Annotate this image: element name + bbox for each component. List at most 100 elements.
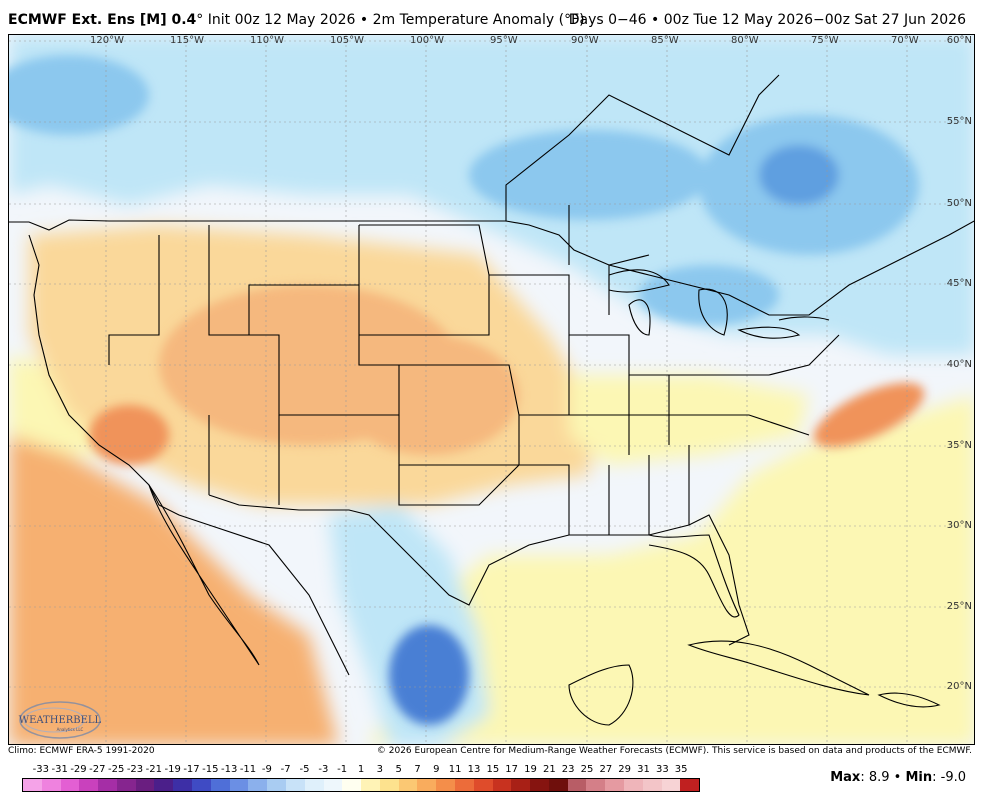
scale-swatch [41, 779, 61, 791]
min-value: : -9.0 [932, 770, 966, 785]
lon-label: 105°W [330, 35, 364, 46]
day-range: Days 0−46 [568, 12, 647, 28]
max-label: Max [830, 770, 861, 785]
scale-swatch [60, 779, 80, 791]
map-title: ECMWF Ext. Ens [M] 0.4° Init 00z 12 May … [8, 12, 585, 28]
lat-label: 40°N [946, 359, 972, 370]
scale-swatch [79, 779, 99, 791]
scale-label: -31 [51, 764, 68, 775]
nw-cool-region [9, 55, 149, 135]
lat-label: 50°N [946, 198, 972, 209]
map-canvas [9, 35, 974, 744]
scale-label: -27 [89, 764, 106, 775]
svg-text:WEATHERBELL: WEATHERBELL [19, 715, 102, 726]
scale-label: -7 [280, 764, 291, 775]
lat-label: 35°N [946, 440, 972, 451]
scale-swatch [116, 779, 136, 791]
atl-warm-region [813, 382, 925, 448]
scale-swatch [342, 779, 362, 791]
scale-swatch [454, 779, 474, 791]
lon-label: 100°W [410, 35, 444, 46]
color-scale-bar [22, 778, 700, 792]
pac-warm-region [9, 435, 339, 744]
max-min-stats: Max: 8.9 • Min: -9.0 [830, 770, 966, 785]
scale-label: 9 [433, 764, 440, 775]
scale-swatch [548, 779, 568, 791]
lon-label: 80°W [731, 35, 759, 46]
scale-label: -25 [107, 764, 125, 775]
scale-label: -3 [318, 764, 329, 775]
weatherbell-logo: WEATHERBELL Analytics LLC [14, 696, 106, 740]
canada-deep-region [759, 145, 839, 205]
scale-label: -9 [261, 764, 272, 775]
scale-label: 7 [414, 764, 421, 775]
max-value: : 8.9 [860, 770, 890, 785]
scale-label: -15 [202, 764, 219, 775]
lat-label: 25°N [946, 601, 972, 612]
scale-swatch [267, 779, 286, 791]
model-name: ECMWF Ext. Ens [M] 0.4 [8, 12, 197, 28]
scale-label: -33 [32, 764, 49, 775]
scale-label: -17 [183, 764, 200, 775]
scale-label: 21 [542, 764, 556, 775]
climo-note: Climo: ECMWF ERA-5 1991-2020 [8, 746, 155, 756]
anomaly-map: 120°W 115°W 110°W 105°W 100°W 95°W 90°W 85°W 80°… [8, 34, 975, 745]
scale-swatch [511, 779, 531, 791]
scale-label: 3 [376, 764, 384, 775]
scale-label: 17 [505, 764, 519, 775]
scale-label: -23 [126, 764, 144, 775]
lon-label: 90°W [571, 35, 599, 46]
greatlakes-cool-region [639, 265, 779, 325]
scale-swatch [680, 779, 700, 791]
scale-label: 27 [599, 764, 613, 775]
scale-label: 25 [580, 764, 594, 775]
scale-swatch [192, 779, 211, 791]
logo-graphic: WEATHERBELL Analytics LLC [19, 701, 102, 739]
lat-label: 55°N [946, 116, 972, 127]
scale-swatch [248, 779, 268, 791]
canada-strong-2-region [469, 130, 709, 220]
scale-swatch [436, 779, 455, 791]
lon-label: 75°W [811, 35, 839, 46]
scale-swatch [323, 779, 343, 791]
scale-swatch [210, 779, 230, 791]
scale-label: -5 [299, 764, 310, 775]
field-name: 2m Temperature Anomaly (°F) [372, 12, 585, 28]
scale-label: 31 [637, 764, 650, 775]
mexico-strong-region [389, 625, 469, 725]
scale-label: -29 [70, 764, 87, 775]
scale-label: 29 [618, 764, 632, 775]
lat-label: 20°N [946, 681, 972, 692]
scale-label: 1 [357, 764, 365, 775]
svg-text:Analytics LLC: Analytics LLC [57, 727, 84, 732]
scale-swatch [379, 779, 399, 791]
plains-warm-core-region [339, 335, 519, 455]
scale-swatch [304, 779, 324, 791]
scale-swatch [398, 779, 418, 791]
scale-label: -1 [337, 764, 348, 775]
lon-label: 110°W [250, 35, 284, 46]
scale-swatch [492, 779, 512, 791]
lon-label: 95°W [490, 35, 518, 46]
scale-label: 11 [448, 764, 462, 775]
scale-swatch [567, 779, 587, 791]
scale-label: -21 [145, 764, 162, 775]
scale-swatch [229, 779, 249, 791]
copyright-note: © 2026 European Centre for Medium-Range … [376, 746, 972, 756]
lon-label: 70°W [891, 35, 919, 46]
california-warm-region [89, 405, 169, 465]
scale-label: 35 [674, 764, 688, 775]
min-label: Min [905, 770, 933, 785]
scale-label: 15 [486, 764, 500, 775]
scale-label: 23 [561, 764, 575, 775]
scale-swatch [473, 779, 493, 791]
lat-label: 45°N [946, 278, 972, 289]
scale-label: 13 [467, 764, 481, 775]
init-time: Init 00z 12 May 2026 [207, 12, 356, 28]
valid-range: Days 0−46 • 00z Tue 12 May 2026−00z Sat … [568, 12, 966, 28]
scale-swatch [154, 779, 174, 791]
scale-swatch [98, 779, 117, 791]
scale-swatch [661, 779, 681, 791]
scale-swatch [586, 779, 606, 791]
valid-period: 00z Tue 12 May 2026−00z Sat 27 Jun 2026 [663, 12, 966, 28]
